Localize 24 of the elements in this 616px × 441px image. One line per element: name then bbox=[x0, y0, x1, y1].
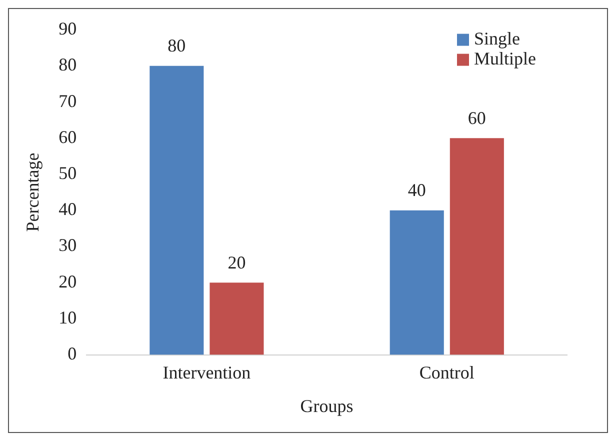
y-tick-label: 60 bbox=[58, 126, 77, 147]
data-label: 60 bbox=[468, 108, 486, 128]
legend-label: Single bbox=[474, 28, 520, 49]
y-tick-label: 0 bbox=[68, 344, 77, 364]
x-tick-label: Control bbox=[419, 362, 474, 382]
x-tick-label: Intervention bbox=[162, 362, 251, 382]
y-tick-label: 50 bbox=[58, 162, 77, 183]
y-axis-title: Percentage bbox=[22, 152, 43, 232]
bar bbox=[450, 138, 504, 355]
y-tick-label: 40 bbox=[58, 199, 77, 220]
y-tick-label: 80 bbox=[58, 54, 77, 75]
y-tick-label: 70 bbox=[58, 90, 77, 111]
bar bbox=[390, 210, 444, 355]
bar bbox=[210, 282, 264, 355]
y-tick-label: 10 bbox=[58, 307, 77, 328]
y-tick-label: 20 bbox=[58, 271, 77, 292]
y-tick-label: 30 bbox=[58, 235, 77, 256]
legend-label: Multiple bbox=[474, 48, 536, 69]
data-label: 20 bbox=[228, 252, 246, 272]
bar bbox=[150, 66, 204, 355]
data-label: 80 bbox=[168, 36, 186, 56]
data-label: 40 bbox=[408, 180, 426, 200]
x-axis-title: Groups bbox=[300, 396, 354, 416]
y-tick-label: 90 bbox=[58, 18, 77, 39]
